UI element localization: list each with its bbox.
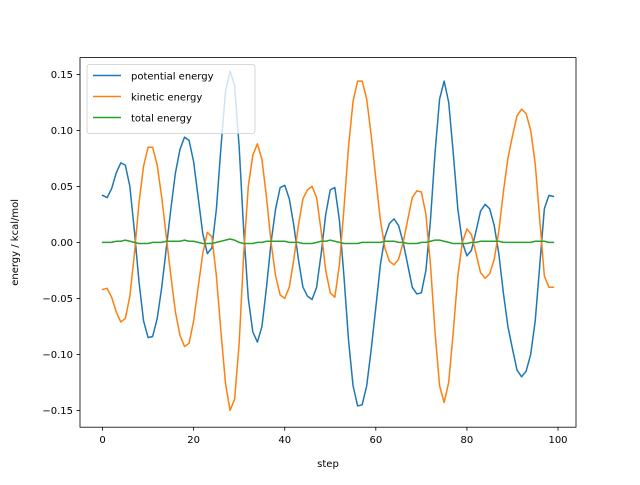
series-line-0: [101, 70, 555, 407]
legend-frame: [86, 64, 256, 134]
series-layer: [101, 70, 555, 412]
legend-label-0: potential energy: [131, 72, 214, 83]
y-tick-label: 0.05: [51, 182, 73, 193]
x-tick-label: 60: [369, 435, 382, 446]
y-tick-label: −0.05: [42, 294, 73, 305]
y-axis-label: energy / kcal/mol: [10, 199, 21, 286]
x-tick-label: 20: [187, 435, 200, 446]
x-tick-label: 80: [461, 435, 474, 446]
legend-label-1: kinetic energy: [131, 93, 202, 104]
y-tick-label: −0.15: [42, 406, 73, 417]
x-axis-label: step: [317, 459, 339, 470]
series-line-2: [101, 238, 555, 245]
series-line-1: [101, 80, 555, 412]
y-tick-label: 0.15: [51, 70, 73, 81]
legend: potential energy kinetic energy total ener…: [86, 64, 256, 134]
y-axis-ticks: −0.15 −0.10 −0.05 0.00 0.05 0.10 0.15: [42, 70, 80, 417]
plot-frame: [79, 57, 577, 428]
y-tick-label: −0.10: [42, 350, 73, 361]
legend-label-2: total energy: [131, 114, 192, 125]
x-tick-label: 0: [99, 435, 105, 446]
x-tick-label: 100: [548, 435, 567, 446]
y-tick-label: 0.00: [51, 238, 73, 249]
x-axis-ticks: 0 20 40 60 80 100: [99, 427, 568, 446]
y-tick-label: 0.10: [51, 126, 73, 137]
x-tick-label: 40: [278, 435, 291, 446]
